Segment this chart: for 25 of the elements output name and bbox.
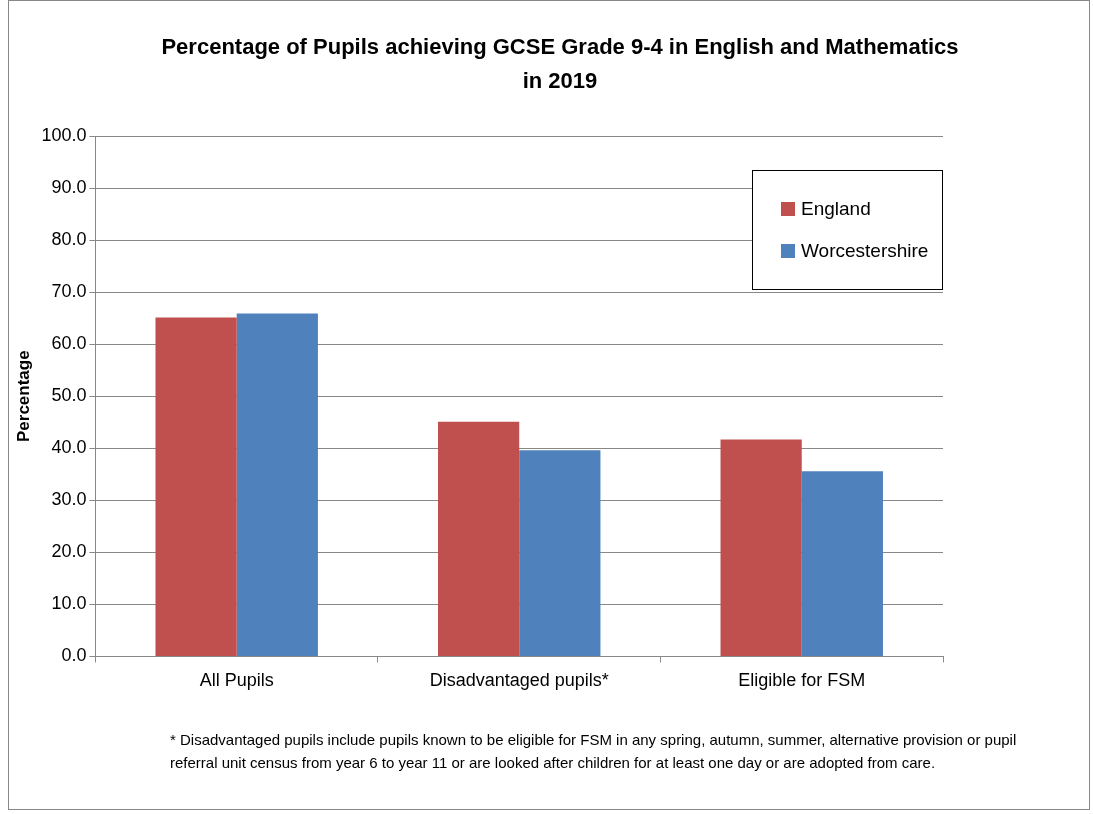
bar (438, 421, 520, 656)
x-tick-label: Eligible for FSM (738, 670, 866, 691)
bar (155, 317, 237, 656)
y-tick-label: 100.0 (41, 124, 87, 145)
y-tick-label: 70.0 (51, 281, 87, 302)
y-tick-label: 60.0 (51, 333, 87, 354)
bar (519, 450, 601, 656)
bar (720, 439, 802, 656)
y-tick-label: 90.0 (51, 177, 87, 198)
x-tick-label: Disadvantaged pupils* (429, 670, 609, 691)
y-tick-label: 20.0 (51, 541, 87, 562)
bar (236, 313, 318, 656)
y-tick-label: 80.0 (51, 229, 87, 250)
chart-title: Percentage of Pupils achieving GCSE Grade 9-4 in English and Mathematics in 2019 (160, 33, 960, 95)
y-tick-label: 10.0 (51, 593, 87, 614)
y-axis-title: Percentage (13, 350, 33, 443)
y-tick-label: 50.0 (51, 385, 87, 406)
y-tick-label: 40.0 (51, 437, 87, 458)
bar (801, 471, 883, 656)
text: * Disadvantaged pupils include pupils known to be eligible for FSM in any spring, autumn, summer, alternative provision or pupil referral unit census from year 6 to year 11 or are looked after children for at least one day or are adopted from care. (170, 730, 1018, 773)
legend-label: Worcestershire (801, 240, 929, 262)
y-tick-label: 30.0 (51, 489, 87, 510)
y-tick-label: 0.0 (61, 645, 87, 666)
legend-label: England (801, 198, 871, 220)
x-tick-label: All Pupils (199, 670, 274, 691)
